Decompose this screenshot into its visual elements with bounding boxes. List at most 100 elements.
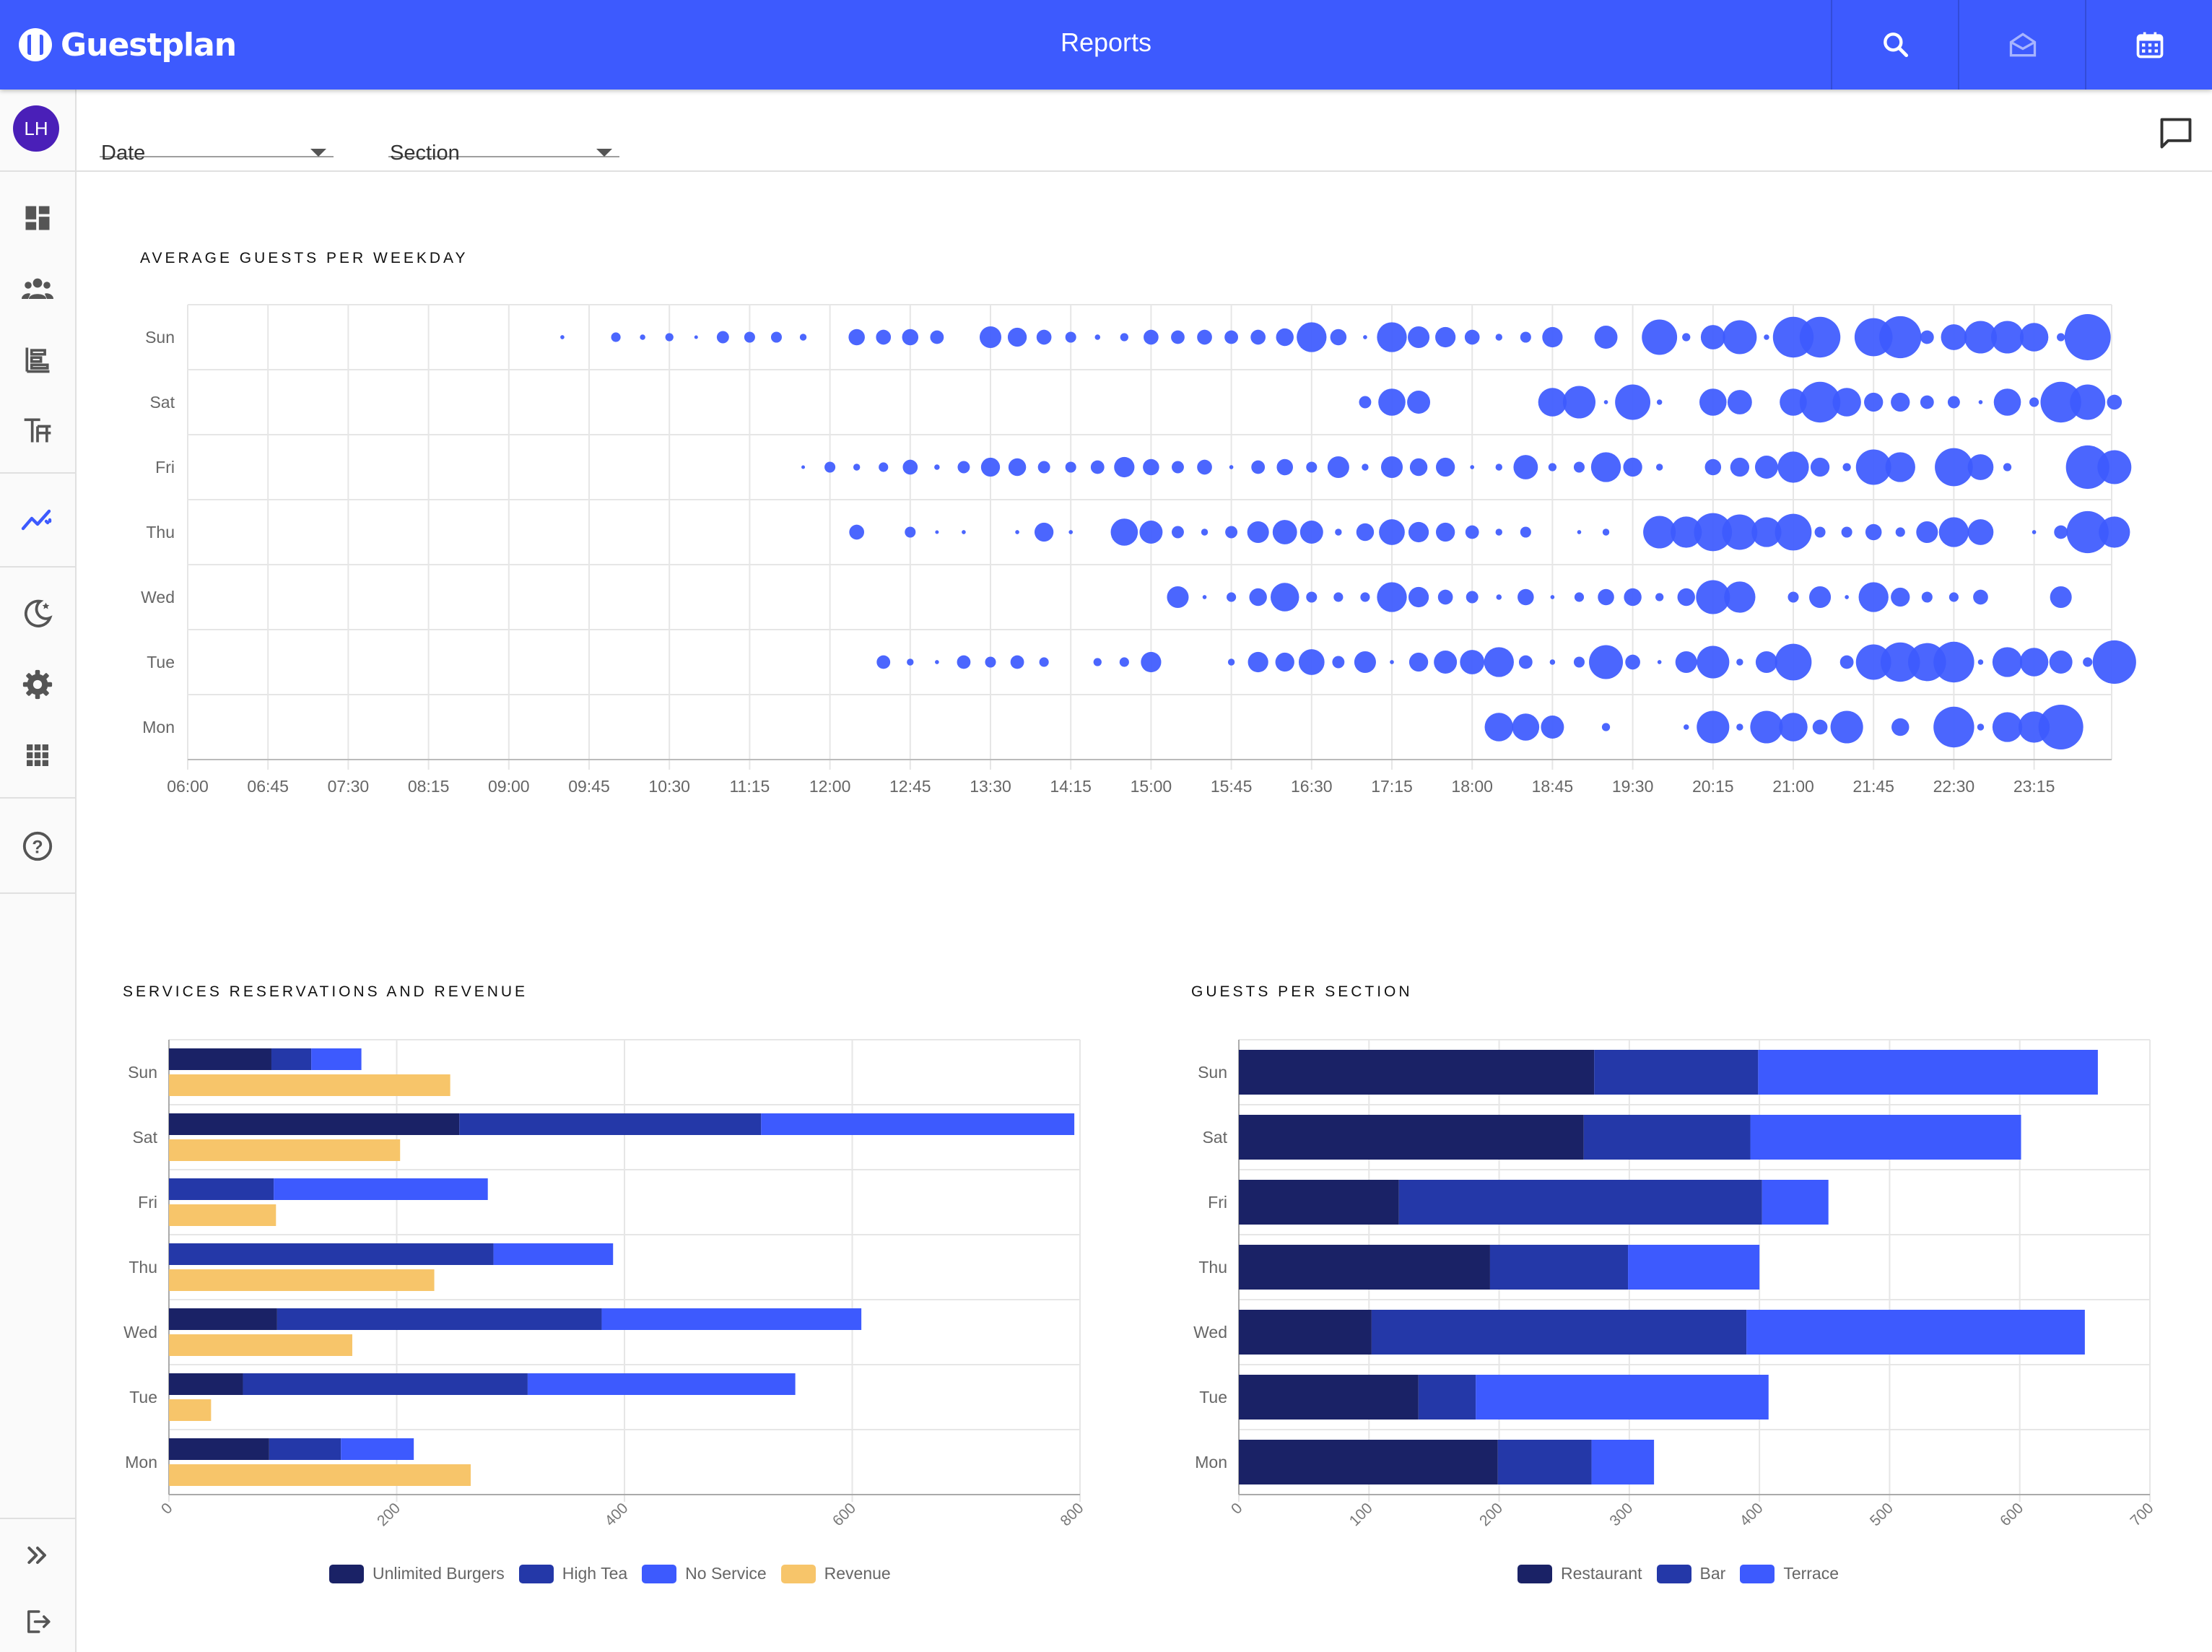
bubble-point (1408, 586, 1429, 608)
bubble-point (1034, 522, 1054, 542)
bar-segment (169, 1438, 269, 1460)
messages-button[interactable] (1958, 0, 2086, 90)
legend-label: Terrace (1783, 1564, 1839, 1583)
bubble-point (1964, 321, 1998, 354)
bubble-point (1830, 710, 1863, 744)
sidebar-item-guests[interactable] (19, 270, 56, 308)
services-legend: Unlimited Burgers High Tea No Service Re… (322, 1564, 898, 1583)
list-icon (25, 347, 50, 373)
bubble-point (1036, 329, 1052, 345)
bubble-point (1573, 656, 1585, 668)
feedback-button[interactable] (2157, 114, 2195, 152)
section-filter-select[interactable]: Section (388, 120, 619, 165)
bubble-point (1881, 642, 1920, 682)
bubble-point (1730, 457, 1750, 477)
bubble-point (1755, 651, 1777, 674)
bubble-point (1470, 465, 1475, 469)
bubble-point (1700, 325, 1725, 349)
bubble-point (2070, 384, 2106, 420)
table-icon (24, 418, 51, 443)
bubble-point (1864, 392, 1884, 412)
bubble-point (2066, 510, 2109, 554)
bubble-point (1518, 588, 1534, 606)
bubble-point (1895, 527, 1905, 537)
bubble-point (1736, 723, 1743, 731)
x-tick-label: 12:45 (889, 777, 931, 796)
night-icon (24, 599, 53, 627)
bubble-point (1141, 651, 1162, 673)
bubble-point (1736, 658, 1743, 666)
legend-item-terrace[interactable]: Terrace (1740, 1564, 1839, 1583)
legend-item-bar[interactable]: Bar (1656, 1564, 1725, 1583)
bubble-point (1201, 529, 1209, 536)
x-tick-label: 18:00 (1451, 777, 1493, 796)
bubble-point (1696, 580, 1730, 614)
bubble-point (930, 330, 944, 344)
bubble-point (1197, 329, 1212, 345)
legend-item-high-tea[interactable]: High Tea (518, 1564, 627, 1583)
bubble-point (1434, 651, 1458, 674)
logout-button[interactable] (19, 1603, 56, 1640)
sidebar-item-reservations[interactable] (19, 341, 56, 378)
sidebar-item-apps[interactable] (19, 736, 56, 774)
x-tick-label: 10:30 (648, 777, 690, 796)
legend-item-revenue[interactable]: Revenue (780, 1564, 891, 1583)
chevron-down-icon (596, 149, 612, 157)
calendar-button[interactable] (2085, 0, 2212, 90)
bubble-point (1550, 595, 1555, 599)
bubble-point (716, 331, 729, 344)
bubble-point (1495, 529, 1502, 536)
bubble-point (957, 461, 970, 474)
bubble-point (1724, 581, 1756, 613)
search-button[interactable] (1831, 0, 1959, 90)
bubble-point (1750, 710, 1783, 744)
sidebar-item-settings[interactable] (19, 666, 56, 703)
bar-segment (169, 1204, 276, 1226)
user-avatar[interactable]: LH (13, 105, 59, 152)
bar-segment (1371, 1310, 1747, 1355)
legend-item-restaurant[interactable]: Restaurant (1518, 1564, 1642, 1583)
x-tick-label: 09:00 (488, 777, 530, 796)
bubble-point (1229, 465, 1234, 469)
x-tick-label: 700 (2127, 1500, 2156, 1529)
bubble-chart-title: AVERAGE GUESTS PER WEEKDAY (140, 250, 469, 266)
bubble-point (770, 331, 782, 343)
bubble-point (1143, 458, 1159, 476)
bar-segment (169, 1113, 460, 1135)
bubble-point (1332, 656, 1345, 669)
bubble-point (1799, 316, 1841, 358)
sidebar-item-tables[interactable] (19, 412, 56, 449)
bubble-point (1333, 592, 1344, 602)
sidebar-item-night-mode[interactable] (19, 595, 56, 632)
bubble-point (1306, 461, 1318, 473)
bubble-point (1977, 723, 1985, 731)
bubble-point (2107, 394, 2122, 410)
date-filter-select[interactable]: Date (100, 120, 334, 165)
sidebar-expand-button[interactable] (19, 1536, 56, 1574)
legend-item-no-service[interactable]: No Service (642, 1564, 767, 1583)
bar-segment (311, 1048, 362, 1070)
bubble-point (1625, 654, 1640, 670)
bubble-point (1435, 522, 1455, 542)
bubble-point (1465, 525, 1479, 539)
bubble-point (2049, 651, 2073, 674)
bar-segment (493, 1243, 614, 1265)
legend-swatch (1740, 1564, 1775, 1583)
bubble-point (1891, 587, 1910, 607)
bubble-point (1655, 464, 1663, 471)
sidebar-item-help[interactable]: ? (19, 827, 56, 865)
sidebar-item-reports[interactable] (19, 501, 56, 539)
bubble-point (1938, 517, 1969, 547)
bubble-point (1495, 334, 1502, 341)
bar-segment (243, 1373, 528, 1395)
bubble-point (1812, 719, 1828, 735)
bubble-point (1845, 595, 1849, 599)
bubble-point (1589, 645, 1624, 679)
bubble-point (876, 655, 891, 669)
bar-segment (1628, 1245, 1760, 1290)
brand-logo[interactable]: Guestplan (17, 22, 237, 68)
bubble-point (1409, 458, 1428, 477)
y-tick-label: Wed (141, 588, 175, 607)
sidebar-item-dashboard[interactable] (19, 199, 56, 237)
legend-item-unlimited-burgers[interactable]: Unlimited Burgers (329, 1564, 505, 1583)
